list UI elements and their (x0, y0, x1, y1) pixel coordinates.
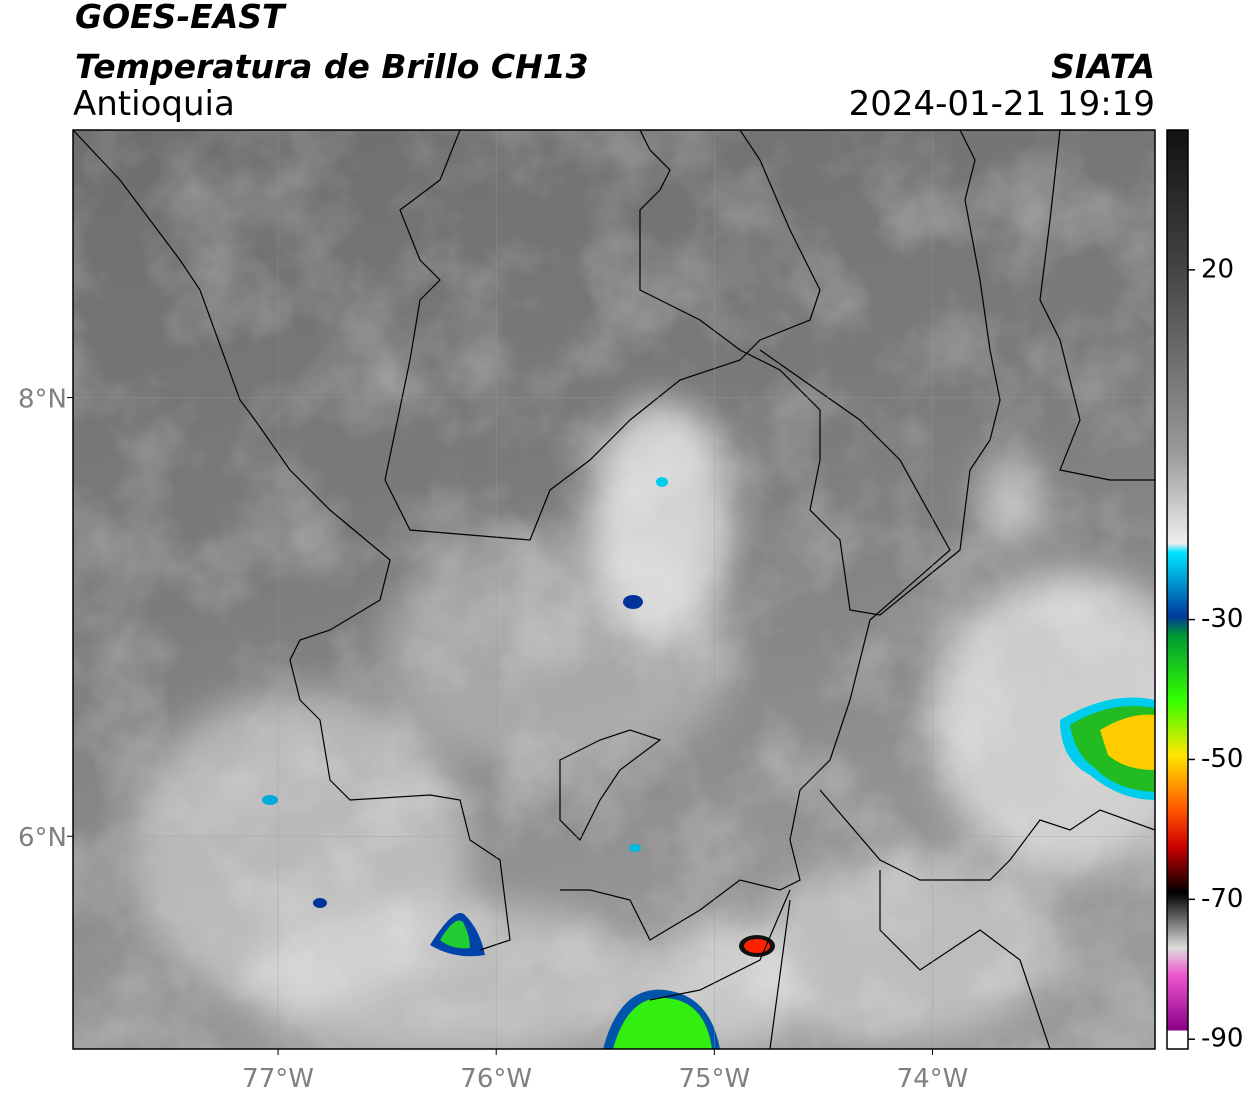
colorbar-tick-label: -70 (1201, 884, 1243, 914)
region: Antioquia (73, 84, 235, 124)
lon-tick-label: 75°W (678, 1064, 750, 1094)
datetime: 2024-01-21 19:19 (849, 84, 1155, 124)
source: SIATA (1051, 47, 1155, 86)
convective-cells (262, 477, 1155, 1049)
title: GOES-EAST (75, 0, 287, 36)
lat-tick-label: 6°N (18, 823, 67, 853)
colorbar (1166, 129, 1189, 1050)
borders (73, 130, 1155, 1049)
lon-tick-label: 76°W (460, 1064, 532, 1094)
colorbar-tick-label: 20 (1201, 254, 1234, 284)
subtitle: Temperatura de Brillo CH13 (75, 47, 589, 86)
lon-tick-label: 77°W (242, 1064, 314, 1094)
lon-tick-label: 74°W (897, 1064, 969, 1094)
map-frame (72, 129, 1156, 1050)
satellite-image (73, 130, 1155, 1049)
colorbar-tick-label: -90 (1201, 1024, 1243, 1054)
colorbar-tick-label: -30 (1201, 604, 1243, 634)
lat-tick-label: 8°N (18, 385, 67, 415)
colorbar-tick-label: -50 (1201, 744, 1243, 774)
